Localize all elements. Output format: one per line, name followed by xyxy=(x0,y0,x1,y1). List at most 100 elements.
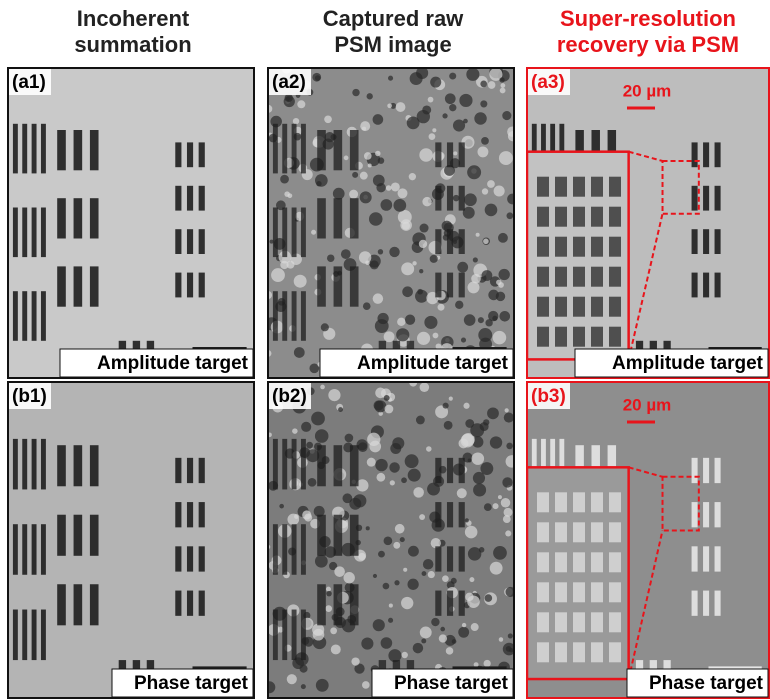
inset-bar xyxy=(609,267,621,287)
target-bar xyxy=(292,524,297,575)
speckle xyxy=(343,572,354,583)
target-bar xyxy=(447,186,453,211)
speckle xyxy=(328,389,340,401)
speckle xyxy=(493,546,507,560)
speckle xyxy=(311,412,325,426)
target-bar xyxy=(715,458,721,483)
speckle xyxy=(453,119,465,131)
speckle xyxy=(500,88,506,94)
speckle xyxy=(391,182,400,191)
panel-label: (b1) xyxy=(12,386,47,407)
speckle xyxy=(508,633,513,638)
target-bar xyxy=(692,142,698,167)
target-bar xyxy=(199,142,205,167)
speckle xyxy=(468,281,480,293)
target-bar xyxy=(41,524,46,575)
speckle xyxy=(470,423,484,437)
speckle xyxy=(352,172,358,178)
speckle xyxy=(388,76,393,81)
inset-bar xyxy=(537,582,549,602)
target-bar xyxy=(317,584,326,625)
target-bar xyxy=(334,515,343,556)
speckle xyxy=(333,188,345,200)
target-bar xyxy=(703,186,709,211)
speckle xyxy=(263,681,275,693)
inset-bar xyxy=(609,207,621,227)
target-bar xyxy=(22,124,27,174)
speckle xyxy=(407,579,418,590)
speckle xyxy=(349,190,358,199)
speckle xyxy=(315,174,328,187)
speckle xyxy=(494,185,505,196)
speckle xyxy=(364,152,372,160)
speckle xyxy=(506,455,519,468)
speckle xyxy=(384,536,393,545)
target-bar xyxy=(273,124,278,174)
target-bar xyxy=(301,610,306,661)
target-bar xyxy=(90,584,99,625)
speckle xyxy=(488,290,499,301)
target-bar xyxy=(692,186,698,211)
target-bar xyxy=(90,515,99,556)
target-bar xyxy=(273,524,278,575)
speckle xyxy=(509,648,513,652)
target-bar xyxy=(435,229,441,254)
speckle xyxy=(292,428,298,434)
target-bar xyxy=(447,591,453,616)
target-bar xyxy=(74,445,83,486)
inset-bar xyxy=(573,267,585,287)
target-bar xyxy=(301,124,306,174)
target-bar xyxy=(459,591,465,616)
target-bar xyxy=(199,273,205,298)
speckle xyxy=(490,562,503,575)
target-bar xyxy=(435,458,441,483)
target-bar xyxy=(273,610,278,661)
target-bar xyxy=(22,291,27,341)
panel: 20 µm(b3)Phase target xyxy=(527,382,769,698)
speckle xyxy=(405,315,415,325)
speckle xyxy=(321,323,329,331)
target-bar xyxy=(301,439,306,490)
speckle xyxy=(438,304,445,311)
inset-bar xyxy=(609,552,621,572)
speckle xyxy=(428,97,434,103)
column-title: recovery via PSM xyxy=(557,32,739,57)
speckle xyxy=(487,180,495,188)
speckle xyxy=(324,115,332,123)
speckle xyxy=(367,458,376,467)
speckle xyxy=(499,77,504,82)
target-bar xyxy=(435,186,441,211)
target-bar xyxy=(282,291,287,341)
speckle xyxy=(359,251,371,263)
inset-bar xyxy=(537,327,549,347)
speckle xyxy=(468,458,472,462)
speckle xyxy=(506,443,513,450)
target-bar xyxy=(57,515,66,556)
target-bar xyxy=(703,546,709,571)
inset-bar xyxy=(609,612,621,632)
speckle xyxy=(342,493,352,503)
target-bar xyxy=(317,266,326,306)
target-bar xyxy=(32,208,37,258)
speckle xyxy=(388,618,393,623)
panels: (a1)Amplitude target(a2)Amplitude target… xyxy=(8,63,769,699)
speckle xyxy=(453,195,459,201)
speckle xyxy=(417,332,430,345)
speckle xyxy=(387,103,392,108)
target-bar xyxy=(715,229,721,254)
target-bar xyxy=(13,124,18,174)
target-bar xyxy=(447,273,453,298)
inset-bar xyxy=(537,522,549,542)
target-bar xyxy=(273,439,278,490)
speckle xyxy=(472,452,484,464)
speckle xyxy=(480,81,487,88)
inset-bar xyxy=(591,522,603,542)
target-bar xyxy=(282,610,287,661)
target-bar xyxy=(292,208,297,258)
speckle xyxy=(367,93,373,99)
target-bar xyxy=(692,546,698,571)
figure: Incoherent summation Captured raw PSM im… xyxy=(0,0,770,700)
speckle xyxy=(374,400,386,412)
speckle xyxy=(362,681,370,689)
target-bar xyxy=(187,142,193,167)
